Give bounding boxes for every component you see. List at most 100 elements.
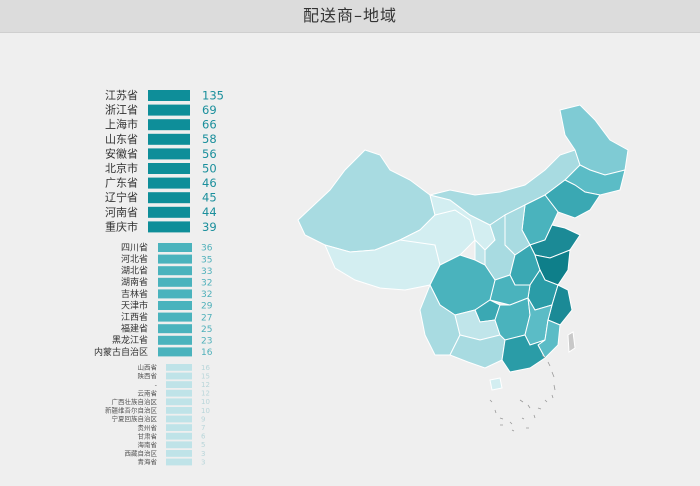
bar-category-label: 山西省 [138,363,158,372]
bar-category-label: 宁夏回族自治区 [112,414,158,423]
bar-value-label: 32 [201,290,212,300]
bar-category-label: 四川省 [121,241,148,253]
bar-value-label: 45 [202,191,217,205]
map-region-hunan [494,297,531,341]
bar-value-label: 46 [202,176,217,190]
bar-category-label: 天津市 [121,299,148,311]
bar [158,243,192,252]
bar [158,254,192,264]
south-sea-islands [489,354,556,432]
bar [148,192,190,204]
bar [166,381,192,388]
bar-value-label: 27 [201,313,212,323]
bar [166,450,192,457]
bar [148,104,190,116]
bar-category-label: 广西壮族自治区 [112,397,158,406]
bar-value-label: 35 [201,255,212,265]
bar [166,415,192,423]
bar [158,277,192,287]
bar-category-label: 云南省 [138,388,158,397]
bar-value-label: 6 [201,433,206,441]
bar-value-label: 50 [202,161,217,175]
map-region-liaoning [544,179,601,219]
bar-value-label: 32 [201,278,212,288]
bar [166,424,192,431]
bar-category-label: 海南省 [138,440,158,449]
bar-category-label: 辽宁省 [105,190,138,204]
bar-value-label: 36 [201,244,213,254]
bar-value-label: 10 [201,407,210,415]
bar-category-label: 新疆维吾尔自治区 [105,406,158,415]
bar-category-label: 内蒙古自治区 [94,346,148,358]
bar [148,119,190,131]
map-region-taiwan [567,331,576,353]
bar-category-label: 河北省 [121,253,148,265]
bar-value-label: 3 [201,450,205,458]
bar [158,312,192,322]
bar [158,289,192,299]
bar-value-label: 10 [201,398,210,406]
bar-category-label: 西藏自治区 [125,449,158,458]
bar [166,432,192,440]
bar-category-label: 浙江省 [105,104,138,117]
bar-category-label: 黑龙江省 [112,334,148,346]
china-map [297,104,629,432]
bar [158,266,192,276]
bar-value-label: 15 [201,372,210,380]
bar-value-label: 25 [201,325,212,335]
bar-category-label: 江西省 [121,311,148,323]
map-region-guangdong [501,334,546,373]
bar [158,335,192,345]
bar-value-label: 23 [201,336,212,346]
bar [148,221,190,233]
bar-value-label: 12 [201,390,210,398]
bar-value-label: 16 [201,348,213,358]
bar-value-label: 16 [201,364,210,372]
bar-category-label: 吉林省 [121,288,148,300]
bar [148,133,190,145]
bar-category-label: 河南省 [105,206,138,219]
bar-value-label: 12 [201,381,210,389]
bar-category-label: 湖北省 [121,265,148,277]
map-region-guangxi [449,334,506,369]
bar [158,324,192,334]
bar [148,177,190,189]
bar-value-label: 39 [202,220,217,234]
bar-value-label: 33 [201,267,212,277]
bar-category-label: 重庆市 [105,219,138,233]
bar-value-label: 58 [202,132,217,146]
bar-category-label: - [155,381,158,389]
bar-category-label: 广东省 [105,177,138,190]
bar-value-label: 135 [202,88,224,102]
bar-category-label: 青海省 [138,457,158,466]
bar [166,372,192,380]
bar [166,441,192,449]
bar-category-label: 北京市 [105,161,138,175]
bar [148,148,190,160]
bar [158,301,192,310]
bar [148,90,190,101]
bar-value-label: 69 [202,103,217,117]
bar-value-label: 66 [202,118,217,132]
bar-value-label: 29 [201,302,213,312]
map-region-hubei [489,274,531,306]
bar-value-label: 5 [201,441,205,449]
bar-category-label: 甘肃省 [138,431,158,440]
bar-value-label: 7 [201,424,205,432]
bar-value-label: 56 [202,147,217,161]
bar-category-label: 陕西省 [138,371,158,380]
bar [148,206,190,218]
bar-category-label: 湖南省 [121,276,148,288]
bar [148,163,190,174]
bar-category-label: 福建省 [121,323,148,335]
bar-category-label: 山东省 [105,133,138,146]
bar-category-label: 上海市 [105,117,138,131]
bar [166,458,192,466]
bar-category-label: 安徽省 [105,146,138,160]
bar [158,347,192,357]
map-region-hainan [489,377,503,391]
bar [166,364,192,371]
bar-value-label: 3 [201,458,205,466]
bar [166,398,192,406]
